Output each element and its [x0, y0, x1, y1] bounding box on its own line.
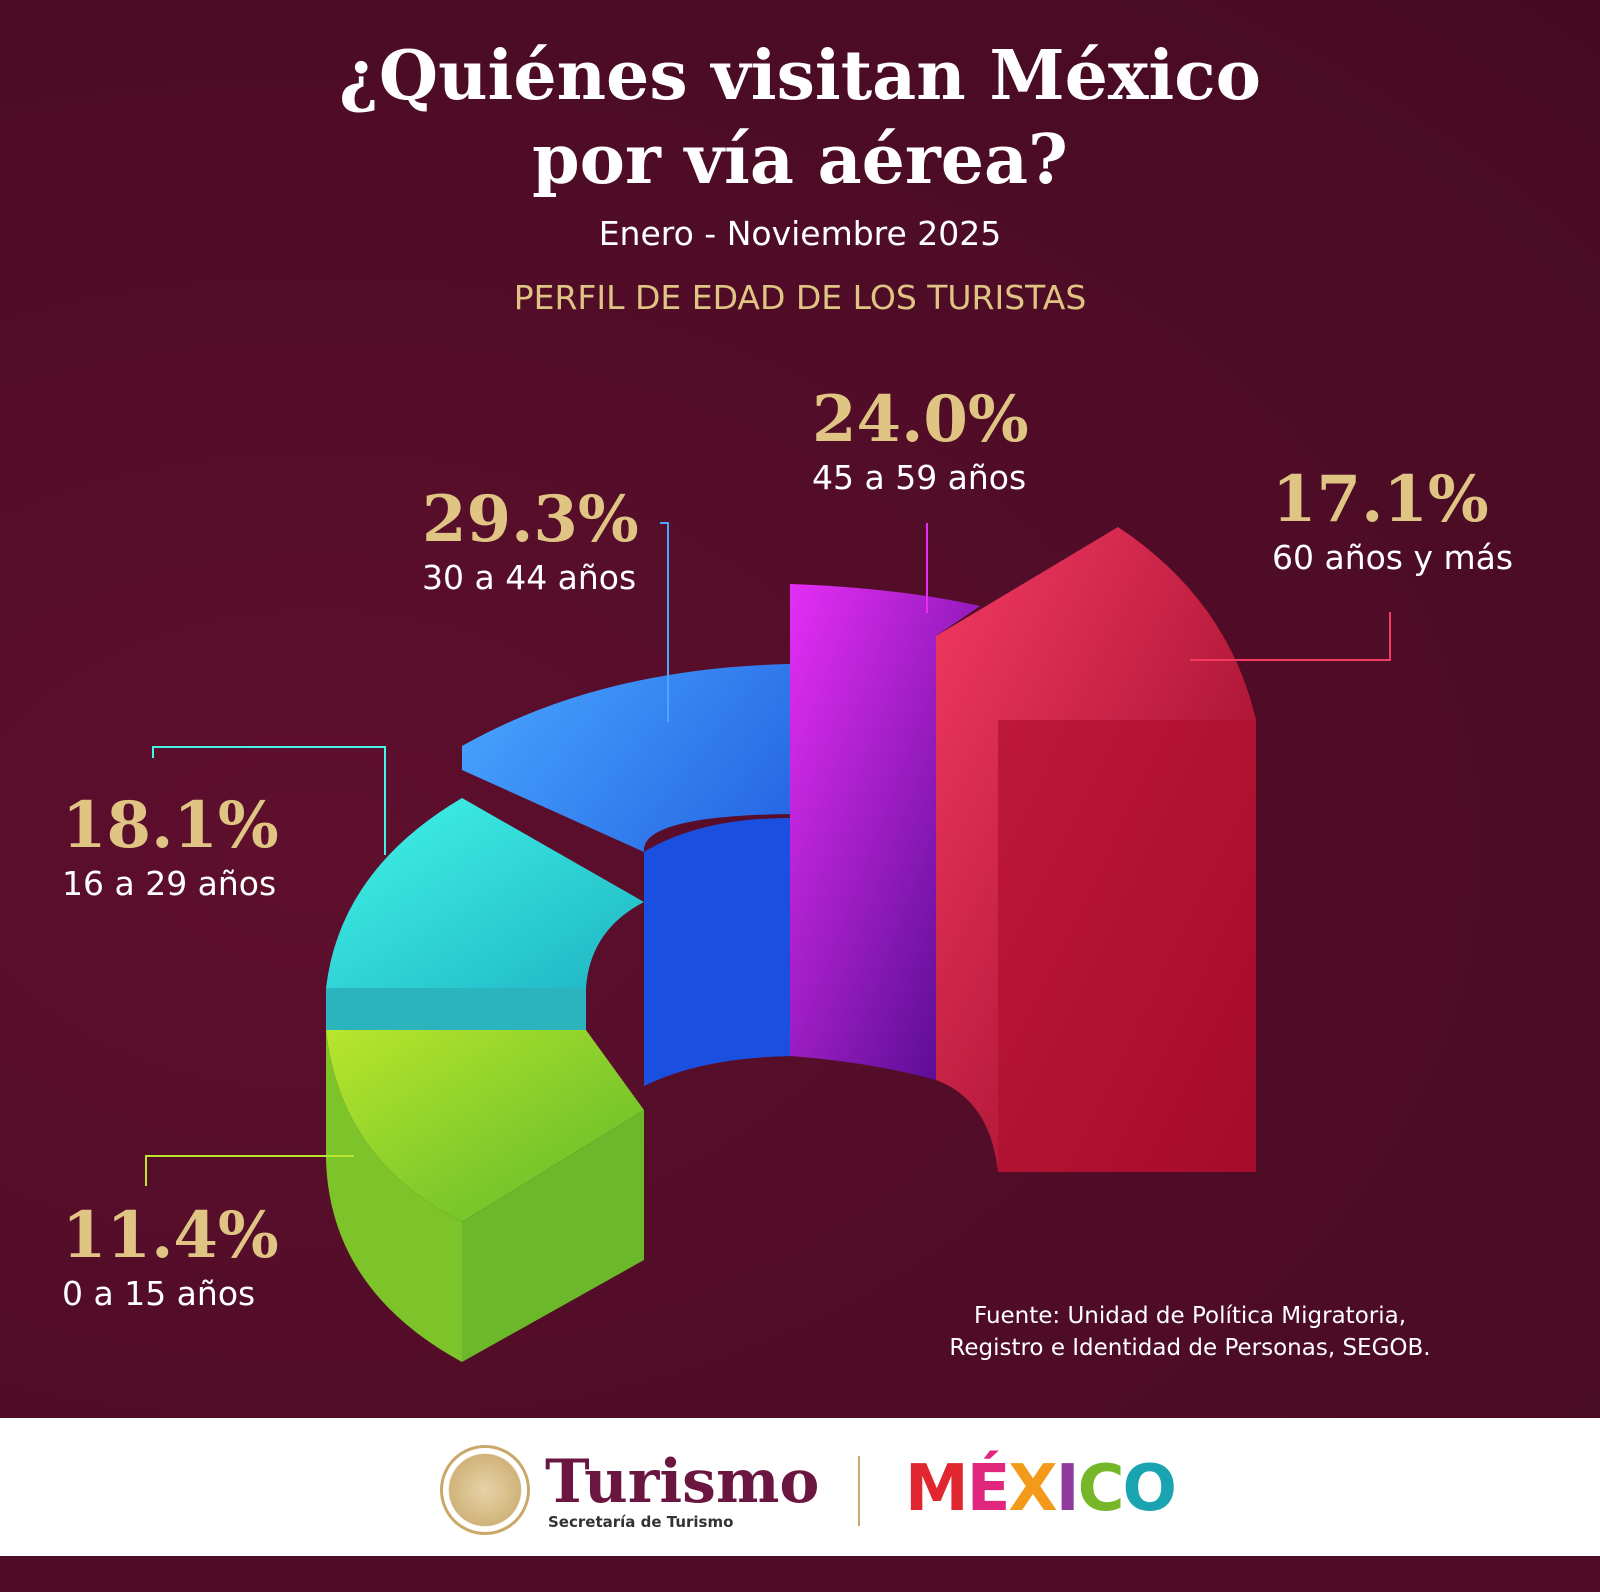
- title-line-2: por vía aérea?: [532, 120, 1068, 200]
- title-line-1: ¿Quiénes visitan México: [339, 36, 1261, 116]
- pct-30-44: 29.3%: [422, 482, 639, 557]
- footer: [0, 1418, 1600, 1556]
- page-title: ¿Quiénes visitan México por vía aérea?: [0, 34, 1600, 202]
- label-30-44: 29.3% 30 a 44 años: [422, 484, 639, 600]
- leader-line-60: [1190, 612, 1391, 661]
- footer-divider: [858, 1456, 860, 1526]
- segment-45-59: [790, 584, 980, 1080]
- age-45-59: 45 a 59 años: [812, 458, 1027, 497]
- pct-45-59: 24.0%: [812, 382, 1029, 457]
- mexico-letter: X: [1008, 1452, 1057, 1526]
- segment-0-15: [326, 1030, 644, 1362]
- period: Enero - Noviembre 2025: [598, 214, 1002, 253]
- mexico-letter: C: [1077, 1452, 1125, 1526]
- source-note: Fuente: Unidad de Política Migratoria, R…: [930, 1300, 1450, 1364]
- mexico-logo: MÉXICO: [905, 1452, 1177, 1526]
- label-0-15: 11.4% 0 a 15 años: [62, 1200, 279, 1316]
- age-0-15: 0 a 15 años: [62, 1274, 256, 1313]
- segment-60-plus: [936, 527, 1256, 1172]
- secretaria-label: Secretaría de Turismo: [548, 1513, 734, 1531]
- mexico-letter: I: [1055, 1452, 1080, 1526]
- leader-line-16-29: [152, 746, 386, 855]
- source-line-2: Registro e Identidad de Personas, SEGOB.: [949, 1335, 1431, 1361]
- pct-16-29: 18.1%: [62, 788, 279, 863]
- mexico-letter: M: [905, 1452, 969, 1526]
- label-60-plus: 17.1% 60 años y más: [1272, 464, 1513, 580]
- mexico-letter: É: [966, 1452, 1011, 1526]
- leader-line-0-15: [145, 1155, 354, 1186]
- mexico-letter: O: [1122, 1452, 1177, 1526]
- age-chart: [145, 522, 1391, 1362]
- age-16-29: 16 a 29 años: [62, 864, 277, 903]
- chart-subtitle: PERFIL DE EDAD DE LOS TURISTAS: [513, 278, 1087, 317]
- pct-60-plus: 17.1%: [1272, 462, 1489, 537]
- label-45-59: 24.0% 45 a 59 años: [812, 384, 1029, 500]
- coat-of-arms-icon: [440, 1445, 530, 1535]
- segment-16-29: [326, 798, 644, 1030]
- age-30-44: 30 a 44 años: [422, 558, 637, 597]
- label-16-29: 18.1% 16 a 29 años: [62, 790, 279, 906]
- segment-30-44: [462, 664, 790, 1086]
- pct-0-15: 11.4%: [62, 1198, 279, 1273]
- leader-line-30-44: [660, 522, 669, 722]
- bottom-bar: [0, 1556, 1600, 1592]
- turismo-logo: Turismo: [545, 1447, 820, 1517]
- age-60-plus: 60 años y más: [1272, 538, 1514, 577]
- source-line-1: Fuente: Unidad de Política Migratoria,: [973, 1303, 1407, 1329]
